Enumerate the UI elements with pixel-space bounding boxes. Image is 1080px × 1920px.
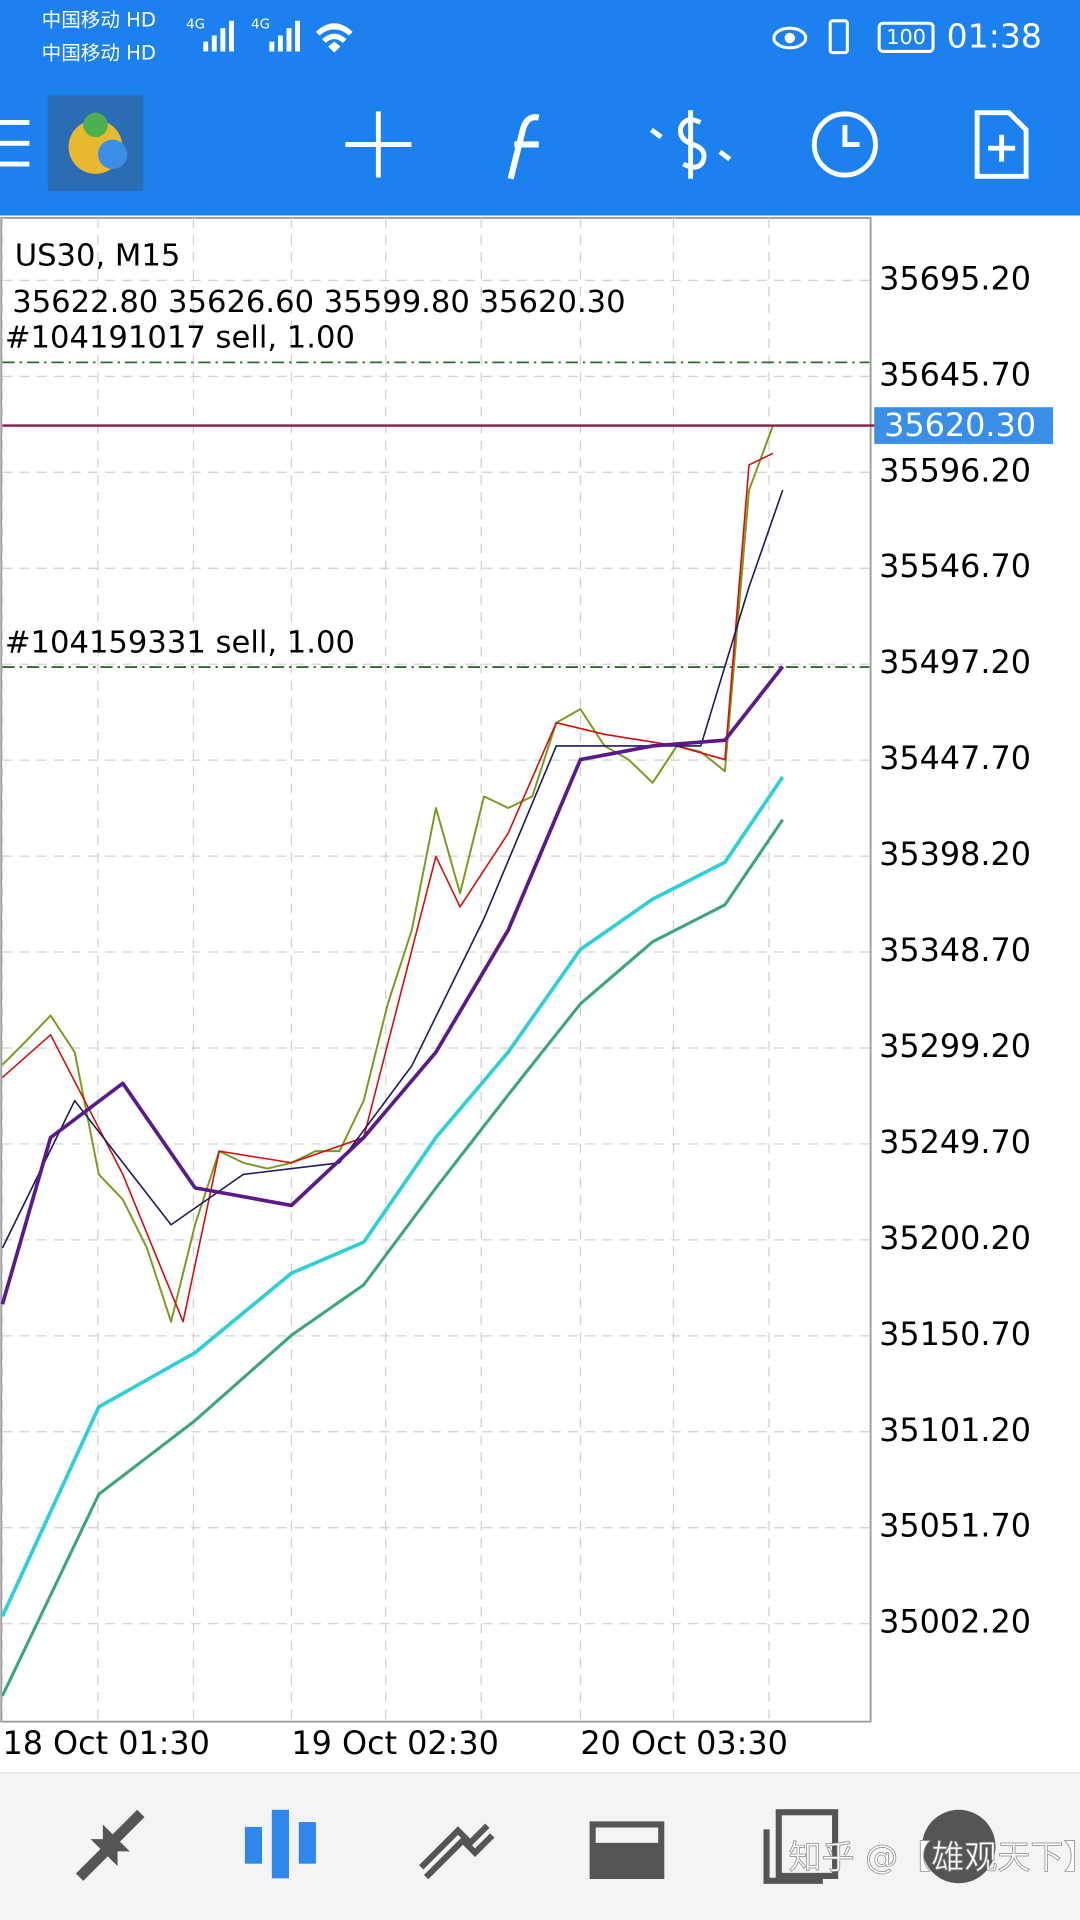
plot xyxy=(0,217,1054,1721)
y-tick-label: 35200.20 xyxy=(879,1219,1031,1257)
indicators-button[interactable] xyxy=(507,114,540,180)
settings-tab[interactable] xyxy=(922,1809,996,1884)
vertical-grid xyxy=(97,217,770,1721)
y-tick-label: 35150.70 xyxy=(879,1315,1031,1353)
trade-button[interactable] xyxy=(649,110,732,179)
price-line xyxy=(0,775,785,1618)
y-tick-label: 35596.20 xyxy=(879,451,1031,489)
clock: 01:38 xyxy=(947,16,1042,55)
network-type: 4G xyxy=(186,17,205,32)
menu-button[interactable] xyxy=(0,120,30,167)
bid-label: 35620.30 xyxy=(884,406,1036,444)
price-line xyxy=(0,665,785,1305)
y-tick-label: 35695.20 xyxy=(879,259,1031,297)
order-label: #104191017 sell, 1.00 xyxy=(5,321,355,356)
price-line xyxy=(1,489,784,1249)
price-line xyxy=(1,425,774,1323)
y-tick-label: 35051.70 xyxy=(879,1507,1031,1545)
carrier: 中国移动 HD xyxy=(42,41,156,64)
quotes-tab[interactable] xyxy=(75,1809,145,1881)
ohlc-values: 35622.80 35626.60 35599.80 35620.30 xyxy=(12,285,625,320)
battery-level: 100 xyxy=(886,25,926,49)
y-tick-label: 35546.70 xyxy=(879,547,1031,585)
history-tab[interactable] xyxy=(589,1821,665,1879)
app-logo[interactable] xyxy=(47,95,144,192)
chart-title: US30, M15 xyxy=(15,239,181,274)
y-tick-label: 35249.70 xyxy=(879,1123,1031,1161)
price-line xyxy=(1,818,784,1697)
y-tick-label: 35398.20 xyxy=(879,835,1031,873)
status-icons xyxy=(772,19,935,55)
watermark: 知乎 @【雄观天下】 xyxy=(789,1837,1080,1876)
bid-box xyxy=(874,407,1054,444)
y-tick-label: 35348.70 xyxy=(879,931,1031,969)
network-type: 4G xyxy=(251,17,270,32)
history-button[interactable] xyxy=(811,111,878,178)
trade-tab[interactable] xyxy=(419,1823,495,1880)
y-tick-label: 35447.70 xyxy=(879,739,1031,777)
signal-icons xyxy=(203,20,353,53)
chart-frame xyxy=(0,217,872,1723)
y-tick-label: 35002.20 xyxy=(879,1603,1031,1641)
x-tick-label: 18 Oct 01:30 xyxy=(2,1724,210,1762)
crosshair-button[interactable] xyxy=(345,111,412,178)
app-header xyxy=(0,0,1080,216)
carrier: 中国移动 HD xyxy=(42,8,156,31)
price-line xyxy=(1,452,774,1323)
new-order-button[interactable] xyxy=(974,110,1029,179)
y-tick-label: 35497.20 xyxy=(879,643,1031,681)
x-tick-label: 19 Oct 02:30 xyxy=(291,1724,499,1762)
bottom-nav xyxy=(0,1773,1080,1920)
x-tick-label: 20 Oct 03:30 xyxy=(580,1724,788,1762)
news-tab[interactable] xyxy=(763,1809,839,1884)
y-tick-label: 35645.70 xyxy=(879,355,1031,393)
y-tick-label: 35101.20 xyxy=(879,1411,1031,1449)
chart-tab[interactable] xyxy=(244,1809,316,1879)
y-tick-label: 35299.20 xyxy=(879,1027,1031,1065)
order-label: #104159331 sell, 1.00 xyxy=(5,625,355,660)
